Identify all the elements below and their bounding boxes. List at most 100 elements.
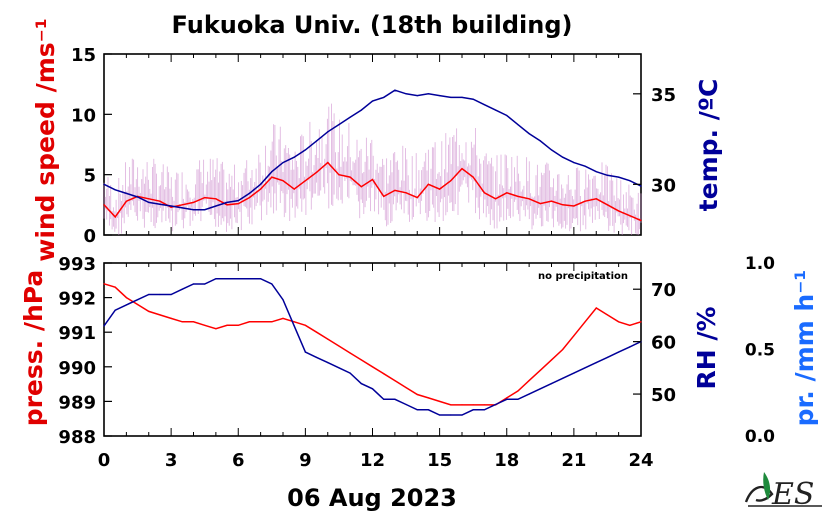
rh-line-point (137, 299, 139, 301)
bottom-axis-ticks: 988 989 990 991 992 993 50 60 70 (58, 254, 676, 448)
wind-speed-line-point (181, 204, 183, 206)
precip-tick-label: 1.0 (745, 254, 775, 274)
pressure-line-point (349, 352, 351, 354)
temperature-line-point (327, 131, 329, 133)
pressure-line-point (371, 366, 374, 368)
wind-speed-line-point (640, 219, 642, 222)
rh-line-point (495, 403, 497, 406)
rh-line-point (595, 362, 597, 364)
wind-speed-line-point (584, 200, 586, 202)
precip-note: no precipitation (538, 271, 628, 282)
wind-speed-line-point (495, 198, 497, 200)
x-tick-label: 24 (628, 450, 653, 471)
pressure-line-point (629, 324, 631, 326)
wind-speed-line-point (517, 195, 519, 197)
rh-line-point (483, 409, 485, 411)
pressure-line-point (595, 307, 597, 309)
pressure-line-point (517, 390, 519, 392)
rh-line-point (439, 414, 441, 416)
rh-line-point (248, 278, 250, 280)
wind-speed-line-point (260, 188, 262, 190)
rh-line-point (506, 398, 508, 400)
temperature-line-point (405, 93, 407, 95)
wind-speed-line-point (562, 204, 564, 206)
pressure-line-point (137, 303, 139, 306)
right-tick-label: 60 (651, 333, 676, 354)
wind-speed-line-point (338, 174, 340, 176)
temperature-line-point (349, 116, 351, 118)
pressure-line-point (573, 335, 575, 337)
pressure-line-point (528, 380, 530, 382)
wind-speed-line-point (595, 198, 597, 200)
temperature-line-point (282, 162, 284, 164)
rh-line-point (606, 356, 609, 358)
pressure-line-point (483, 404, 485, 406)
pressure-line-point (237, 324, 239, 326)
x-tick-label: 3 (165, 450, 178, 471)
temperature-line-point (360, 109, 362, 111)
left-tick-label: 0 (83, 226, 96, 247)
temperature-line-point (148, 201, 150, 203)
temperature-line-point (483, 104, 485, 106)
temperature-line-point (137, 196, 139, 198)
pressure-line-point (248, 321, 250, 323)
rh-line-point (327, 362, 329, 364)
wind-speed-line-point (170, 206, 172, 208)
rh-line-point (405, 403, 407, 406)
x-tick-label: 6 (232, 450, 245, 471)
rh-line-point (316, 356, 318, 358)
pressure-line-point (427, 397, 429, 399)
rh-line-point (103, 325, 105, 327)
wind-speed-line-point (427, 183, 429, 185)
right-tick-label: 30 (651, 175, 676, 196)
rh-line-point (416, 409, 418, 411)
wind-speed-line-point (360, 186, 362, 188)
rh-line-point (237, 278, 239, 280)
rh-line-point (260, 278, 262, 280)
wind-speed-line-point (371, 178, 374, 181)
rh-line-point (125, 304, 127, 306)
left-tick-label: 991 (58, 323, 96, 344)
rh-line-point (349, 372, 351, 374)
wind-speed-line-point (349, 176, 351, 178)
temperature-line-point (640, 185, 642, 187)
wind-speed-line-point (439, 188, 441, 190)
rh-line-point (394, 398, 396, 400)
pressure-line-point (338, 345, 340, 347)
pressure-line-point (640, 321, 642, 323)
rh-line-point (450, 414, 452, 416)
pressure-line-point (226, 324, 228, 326)
wind-speed-line-point (293, 188, 295, 190)
wind-speed-line-point (114, 216, 116, 218)
temperature-line-point (260, 183, 262, 185)
pressure-line-point (606, 314, 609, 316)
rh-line-point (159, 293, 161, 296)
left-tick-label: 988 (58, 427, 96, 448)
wind-speed-line-point (550, 200, 553, 202)
rh-line-point (461, 414, 463, 416)
pressure-line-point (215, 328, 217, 330)
pressure-line-point (472, 404, 474, 406)
precip-axis-label: pr. /mm h⁻¹ (790, 270, 819, 427)
pressure-line-point (360, 359, 362, 361)
chart-title: Fukuoka Univ. (18th building) (172, 11, 573, 39)
pressure-line-point (204, 324, 206, 326)
pressure-line-point (506, 397, 508, 399)
rh-line-point (562, 377, 564, 379)
rh-line-point (226, 278, 228, 280)
wind-speed-line-point (159, 200, 161, 202)
rh-line-point (338, 367, 340, 369)
left-tick-label: 10 (71, 105, 96, 126)
x-tick-label: 9 (299, 450, 312, 471)
rh-line-point (148, 293, 150, 296)
wind-speed-line-point (383, 195, 385, 197)
right-tick-label: 50 (651, 385, 676, 406)
rh-line-point (192, 283, 195, 285)
rh-line-point (427, 409, 429, 411)
temperature-line-point (192, 209, 195, 211)
rh-line-point (618, 351, 620, 353)
temperature-line-point (528, 133, 530, 135)
rh-line-point (573, 372, 575, 374)
wind-speed-line-point (618, 210, 620, 212)
